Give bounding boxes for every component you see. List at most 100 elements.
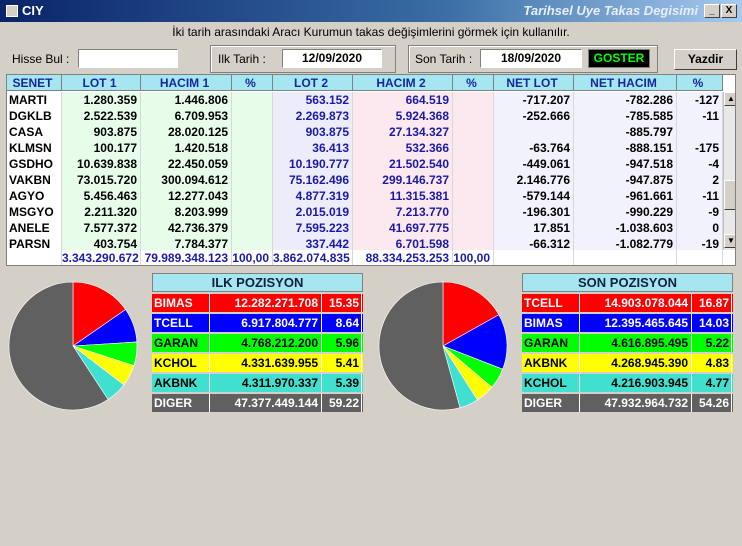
table-cell: 7.213.770 <box>353 204 453 220</box>
table-cell: 5.924.368 <box>353 108 453 124</box>
stock-value: 4.268.945.390 <box>580 354 692 372</box>
position-row[interactable]: GARAN 4.616.895.495 5.22 <box>522 334 733 352</box>
position-row[interactable]: DIGER 47.932.964.732 54.26 <box>522 394 733 412</box>
table-cell <box>453 188 494 204</box>
table-row[interactable]: ANELE 7.577.372 42.736.379 7.595.223 41.697.… <box>7 220 735 236</box>
scroll-down-icon[interactable]: ▼ <box>724 234 735 248</box>
table-cell: LOT 2 <box>273 75 353 91</box>
table-cell: 22.450.059 <box>141 156 232 172</box>
table-cell: HACIM 2 <box>353 75 453 91</box>
stock-percent: 5.22 <box>692 334 732 352</box>
son-tarih-group <box>408 45 658 73</box>
pie-slice-bimas <box>72 281 127 347</box>
son-tarih-label: Son Tarih : <box>415 52 473 66</box>
position-row[interactable]: AKBNK 4.268.945.390 4.83 <box>522 354 733 372</box>
table-cell: 2 <box>677 172 723 188</box>
table-cell: VAKBN <box>7 172 62 188</box>
stock-percent: 5.41 <box>322 354 362 372</box>
minimize-button[interactable]: _ <box>704 4 720 18</box>
son-tarih-input[interactable]: 18/09/2020 <box>480 49 582 68</box>
table-cell: MSGYO <box>7 204 62 220</box>
yazdir-button[interactable]: Yazdir <box>674 49 737 70</box>
table-cell: -990.229 <box>574 204 677 220</box>
table-cell: ANELE <box>7 220 62 236</box>
title-bar: CIY Tarihsel Uye Takas Degisimi _ X <box>0 0 742 22</box>
table-cell <box>574 250 677 265</box>
stock-value: 14.903.078.044 <box>580 294 692 312</box>
table-row[interactable]: MARTI 1.280.359 1.446.806 563.152 664.519 -71… <box>7 92 735 108</box>
table-row[interactable]: CASA 903.875 28.020.125 903.875 27.134.327 -8… <box>7 124 735 140</box>
stock-value: 12.395.465.645 <box>580 314 692 332</box>
table-cell <box>232 236 273 252</box>
table-cell: 2.211.320 <box>62 204 141 220</box>
table-cell <box>232 124 273 140</box>
table-cell <box>232 220 273 236</box>
table-cell: -4 <box>677 156 723 172</box>
stock-percent: 4.77 <box>692 374 732 392</box>
close-button[interactable]: X <box>721 4 737 18</box>
position-row[interactable]: TCELL 14.903.078.044 16.87 <box>522 294 733 312</box>
position-row[interactable]: KCHOL 4.331.639.955 5.41 <box>152 354 363 372</box>
table-row[interactable]: GSDHO 10.639.838 22.450.059 10.190.777 21.50… <box>7 156 735 172</box>
table-row[interactable]: DGKLB 2.522.539 6.709.953 2.269.873 5.924.36… <box>7 108 735 124</box>
table-cell: 7.595.223 <box>273 220 353 236</box>
table-header[interactable]: SENET LOT 1 HACIM 1% LOT 2 HACIM 2% NET LOT NE… <box>7 75 735 91</box>
stock-value: 4.616.895.495 <box>580 334 692 352</box>
table-cell: 11.315.381 <box>353 188 453 204</box>
position-row[interactable]: TCELL 6.917.804.777 8.64 <box>152 314 363 332</box>
table-cell: CASA <box>7 124 62 140</box>
instructions-text: İki tarih arasındaki Aracı Kurumun takas… <box>172 25 570 39</box>
table-cell: 664.519 <box>353 92 453 108</box>
table-cell <box>453 156 494 172</box>
scroll-thumb[interactable] <box>724 180 735 210</box>
table-cell: 2.269.873 <box>273 108 353 124</box>
position-row[interactable]: GARAN 4.768.212.200 5.96 <box>152 334 363 352</box>
table-cell: 8.203.999 <box>141 204 232 220</box>
table-cell <box>494 250 574 265</box>
table-row[interactable]: PARSN 403.754 7.784.377 337.442 6.701.598 -66… <box>7 236 735 252</box>
table-cell: 403.754 <box>62 236 141 252</box>
stock-value: 6.917.804.777 <box>210 314 322 332</box>
table-cell: 17.851 <box>494 220 574 236</box>
stock-percent: 4.83 <box>692 354 732 372</box>
table-cell: 79.989.348.123 <box>141 250 232 265</box>
table-row[interactable]: VAKBN 73.015.720 300.094.612 75.162.496 299.… <box>7 172 735 188</box>
pie-slice-tcell <box>442 281 500 347</box>
ilk-tarih-input[interactable]: 12/09/2020 <box>282 49 382 68</box>
vertical-scrollbar[interactable]: ▲ ▼ <box>723 92 735 250</box>
table-row[interactable]: KLMSN 100.177 1.420.518 36.413 532.366 -63.76… <box>7 140 735 156</box>
scroll-up-icon[interactable]: ▲ <box>724 92 735 106</box>
ilk-tarih-label: Ilk Tarih : <box>218 52 266 66</box>
position-row[interactable]: KCHOL 4.216.903.945 4.77 <box>522 374 733 392</box>
position-row[interactable]: DIGER 47.377.449.144 59.22 <box>152 394 363 412</box>
position-row[interactable]: BIMAS 12.282.271.708 15.35 <box>152 294 363 312</box>
table-cell: 532.366 <box>353 140 453 156</box>
table-cell: -717.207 <box>494 92 574 108</box>
table-cell: MARTI <box>7 92 62 108</box>
table-cell <box>677 124 723 140</box>
app-icon <box>6 5 18 17</box>
table-cell: GSDHO <box>7 156 62 172</box>
goster-button[interactable]: GOSTER <box>588 49 650 68</box>
table-cell: 3.862.074.835 <box>273 250 353 265</box>
position-row[interactable]: BIMAS 12.395.465.645 14.03 <box>522 314 733 332</box>
table-cell: 12.277.043 <box>141 188 232 204</box>
stock-name: GARAN <box>522 334 580 352</box>
table-cell: -961.661 <box>574 188 677 204</box>
stock-name: AKBNK <box>522 354 580 372</box>
position-row[interactable]: AKBNK 4.311.970.337 5.39 <box>152 374 363 392</box>
stock-name: BIMAS <box>152 294 210 312</box>
table-cell: -63.764 <box>494 140 574 156</box>
hisse-search-input[interactable] <box>78 49 178 68</box>
table-cell <box>677 250 723 265</box>
takas-table: SENET LOT 1 HACIM 1% LOT 2 HACIM 2% NET LOT NE… <box>6 74 736 266</box>
table-cell <box>232 188 273 204</box>
table-cell: -1.082.779 <box>574 236 677 252</box>
table-cell: NET LOT <box>494 75 574 91</box>
table-totals-row[interactable]: 3.343.290.672 79.989.348.123 100,00 3.862.0… <box>7 250 735 265</box>
table-cell: 563.152 <box>273 92 353 108</box>
table-cell: -579.144 <box>494 188 574 204</box>
table-row[interactable]: MSGYO 2.211.320 8.203.999 2.015.019 7.213.77… <box>7 204 735 220</box>
table-row[interactable]: AGYO 5.456.463 12.277.043 4.877.319 11.315.3… <box>7 188 735 204</box>
table-cell: NET HACIM <box>574 75 677 91</box>
